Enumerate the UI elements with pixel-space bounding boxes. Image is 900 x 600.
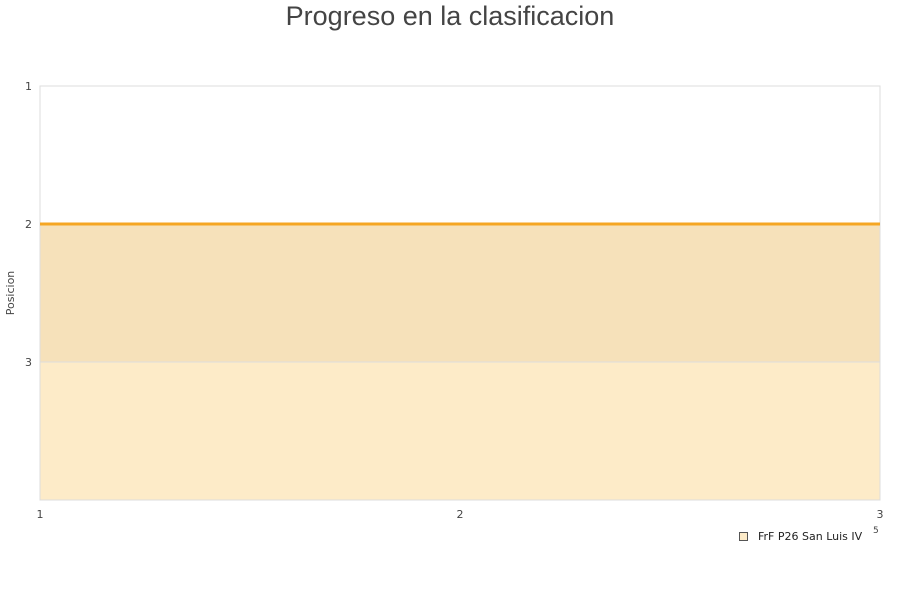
x-tick-label: 2 — [457, 508, 464, 521]
band-overlay — [40, 224, 880, 362]
chart-title: Progreso en la clasificacion — [285, 1, 615, 31]
legend[interactable]: FrF P26 San Luis IV — [739, 530, 862, 543]
legend-extra-text: 5 — [873, 526, 879, 536]
plot-border — [39, 85, 881, 501]
y-tick-label: 2 — [25, 218, 32, 231]
legend-label: FrF P26 San Luis IV — [758, 530, 863, 543]
x-tick-label: 1 — [37, 508, 44, 521]
y-tick-label: 3 — [25, 356, 32, 369]
legend-swatch — [739, 532, 748, 541]
x-tick-label: 3 — [877, 508, 884, 521]
y-tick-label: 1 — [25, 80, 32, 93]
y-axis-label: Posicion — [4, 271, 17, 316]
